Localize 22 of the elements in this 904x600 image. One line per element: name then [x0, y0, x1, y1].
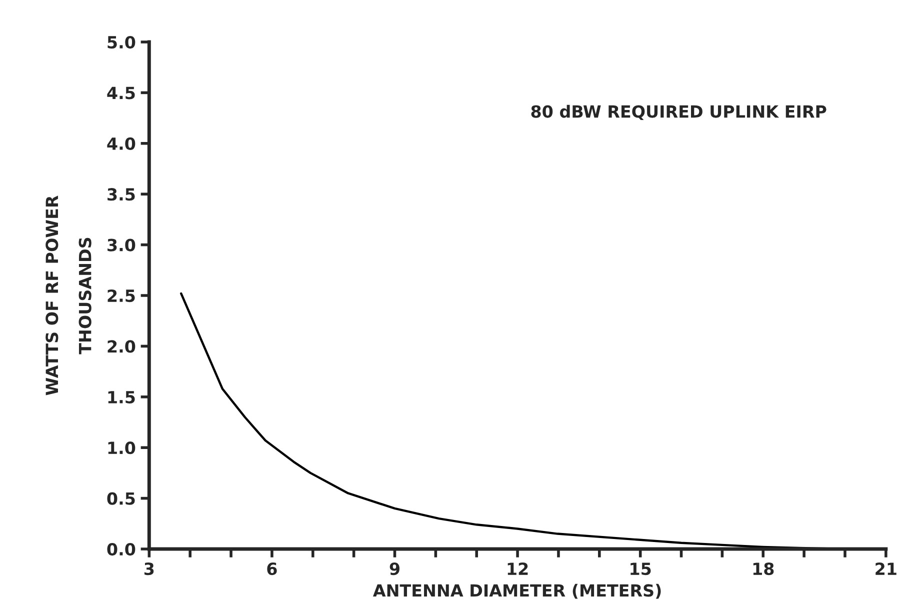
y-tick-label: 0.0 [107, 542, 136, 556]
annotation: 80 dBW REQUIRED UPLINK EIRP [531, 104, 826, 120]
y-tick-label: 3.0 [108, 238, 136, 252]
x-tick-label: 12 [508, 562, 528, 575]
y-tick-label: 2.0 [108, 340, 136, 353]
y-tick-label: 1.5 [108, 391, 135, 404]
x-tick-label: 3 [144, 562, 154, 576]
y-tick-label: 4.5 [107, 86, 135, 100]
y-tick-label: 2.5 [108, 289, 135, 302]
text: WATTS OF RF POWER [46, 196, 58, 396]
x-tick-label: 21 [876, 562, 896, 575]
y-tick-label: 3.5 [108, 188, 135, 201]
y-tick-label: 0.5 [107, 492, 135, 505]
y-tick-label: 5.0 [108, 36, 136, 49]
x-tick-label: 18 [753, 562, 774, 576]
text: THOUSANDS [78, 238, 92, 354]
y-tick-label: 1.0 [108, 442, 136, 454]
x-tick-label: 6 [267, 562, 277, 576]
x-axis-title: ANTENNA DIAMETER (METERS) [372, 584, 661, 599]
y-tick-label: 4.0 [107, 137, 136, 150]
x-tick-label: 9 [390, 562, 400, 576]
x-tick-label: 15 [630, 562, 651, 576]
